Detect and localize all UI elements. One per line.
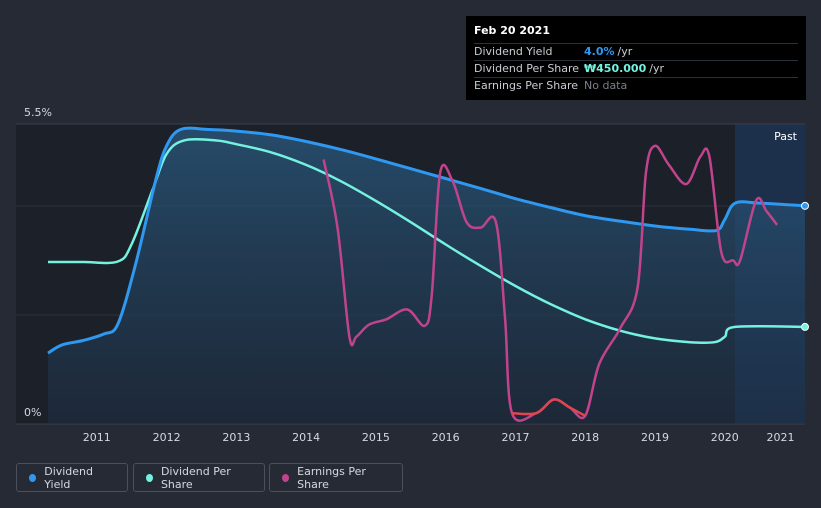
dividend-yield-end-marker[interactable]: [801, 201, 809, 210]
legend-dividend-yield[interactable]: Dividend Yield: [16, 463, 128, 492]
x-tick-label-2015: 2015: [362, 431, 390, 444]
tooltip-unit: /yr: [617, 45, 633, 58]
tooltip-label: Dividend Yield: [474, 45, 553, 58]
tooltip: Feb 20 2021 Dividend Yield 4.0% /yr Divi…: [466, 16, 806, 100]
dividend-yield-line: [47, 126, 806, 355]
legend-dot-icon: [29, 473, 37, 482]
legend-label: Earnings Per Share: [297, 464, 366, 491]
legend-label: Dividend Yield: [44, 464, 94, 491]
tooltip-label: Dividend Per Share: [474, 62, 580, 75]
dividend-per-share-end-marker[interactable]: [801, 322, 809, 331]
y-tick-label-top: 5.5%: [24, 106, 52, 119]
tooltip-label: Earnings Per Share: [474, 79, 579, 92]
x-tick-label-2014: 2014: [292, 431, 320, 444]
y-tick-label-bottom: 0%: [24, 406, 41, 419]
x-tick-label-2012: 2012: [153, 431, 181, 444]
tooltip-row-dividend-yield: Dividend Yield 4.0% /yr: [474, 43, 798, 60]
x-tick-label-2013: 2013: [222, 431, 250, 444]
x-tick-label-2011: 2011: [83, 431, 111, 444]
earnings-per-share-negative-segment: [511, 398, 586, 417]
tooltip-value: 4.0%: [584, 45, 615, 58]
tooltip-row-dividend-per-share: Dividend Per Share ₩450.000 /yr: [474, 60, 798, 77]
tooltip-unit: /yr: [649, 62, 664, 75]
x-tick-label-2017: 2017: [502, 431, 530, 444]
legend-dot-icon: [282, 473, 290, 482]
tooltip-date: Feb 20 2021: [474, 24, 550, 37]
x-tick-label-2021: 2021: [767, 431, 795, 444]
x-tick-label-2016: 2016: [432, 431, 460, 444]
x-tick-label-2020: 2020: [711, 431, 739, 444]
x-tick-label-2018: 2018: [571, 431, 599, 444]
legend-earnings-per-share[interactable]: Earnings Per Share: [269, 463, 403, 492]
legend-dividend-per-share[interactable]: Dividend Per Share: [133, 463, 265, 492]
tooltip-value: No data: [584, 79, 628, 92]
legend-label: Dividend Per Share: [160, 464, 231, 491]
tooltip-value: ₩450.000: [584, 62, 647, 75]
dividend-yield-area: [48, 128, 805, 424]
x-axis: 2011 2012 2013 2014 2015 2016 2017 2018 2019 2020…: [83, 431, 795, 444]
legend-dot-icon: [146, 473, 153, 482]
tooltip-row-earnings-per-share: Earnings Per Share No data: [474, 77, 798, 94]
past-label: Past: [774, 130, 798, 143]
x-tick-label-2019: 2019: [641, 431, 669, 444]
